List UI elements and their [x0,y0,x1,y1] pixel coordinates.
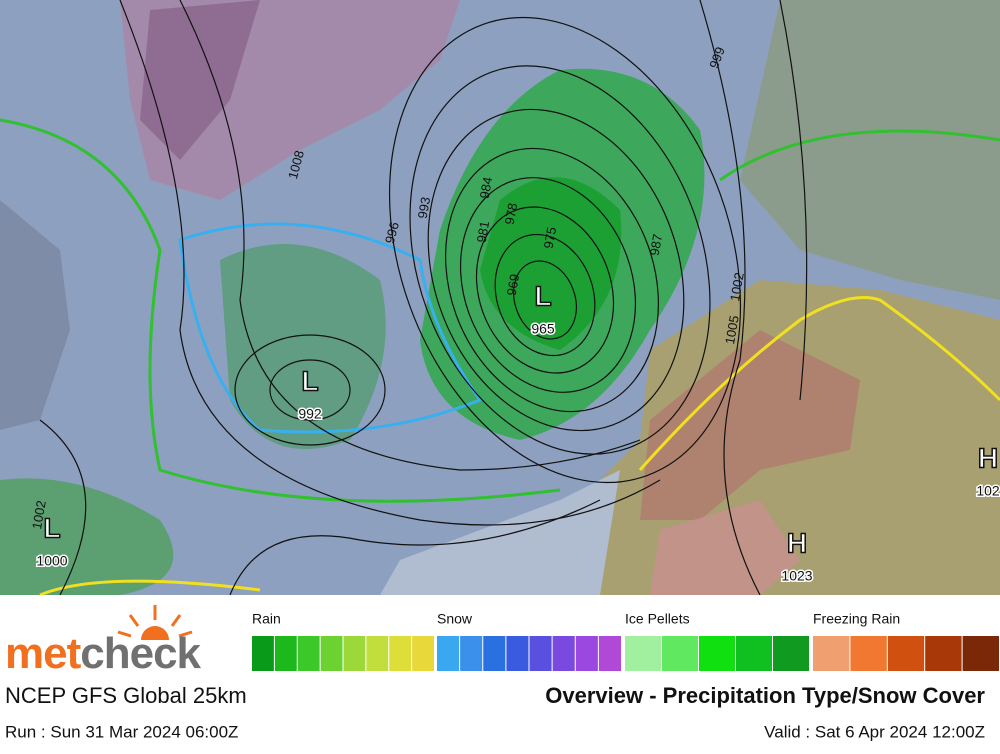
legend-swatch [575,636,598,671]
atlantic-light [380,470,620,595]
legend-swatch [506,636,529,671]
pressure-symbol: H [978,442,998,473]
pressure-value: 102 [976,483,1000,499]
isobar-label: 1002 [727,271,747,302]
legend-swatch [736,636,772,671]
pressure-symbol: L [301,365,318,396]
model-name: NCEP GFS Global 25km [5,683,247,708]
legend-swatch [662,636,698,671]
snow-line [178,222,483,434]
logo: metcheck [5,605,203,678]
pressure-value: 965 [531,321,555,337]
legend-swatch [343,636,366,671]
isobar-label: 1002 [29,499,49,530]
isobar-label: 978 [502,202,521,226]
brand-part: met [5,629,82,678]
isobars [39,0,808,595]
brand: metcheck [5,629,202,678]
legend-label: Ice Pellets [625,611,690,627]
legend-swatch [962,636,999,671]
isobar-label: 984 [477,176,496,200]
legend-label: Rain [252,611,281,627]
scandinavia [740,0,1000,300]
legend-swatch [887,636,925,671]
brand-part: check [80,629,201,678]
pressure-value: 1023 [781,568,812,584]
legend-swatch [625,636,661,671]
isobar-label: 987 [647,233,666,257]
legend-swatch [437,636,460,671]
run-time: Run : Sun 31 Mar 2024 06:00Z [5,722,238,741]
rain-area [220,244,386,449]
legend-swatch [699,636,735,671]
legend-label: Freezing Rain [813,611,900,627]
isobar-label: 969 [504,273,523,297]
isobar-label: 999 [706,45,728,71]
isobar-label: 975 [541,226,560,250]
legend-label: Snow [437,611,473,627]
legend-swatch [252,636,274,671]
legend: Rain Snow Ice Pellets Freezing Rain [252,611,999,671]
legend-swatch [552,636,575,671]
isobar-label: 1008 [285,149,307,181]
legend-swatch [274,636,297,671]
legend-swatch [389,636,412,671]
pressure-symbol: L [43,512,60,543]
pressure-symbol: L [534,280,551,311]
pressure-symbol: H [787,527,807,558]
valid-time: Valid : Sat 6 Apr 2024 12:00Z [764,722,985,741]
legend-swatch [529,636,552,671]
legend-swatch [320,636,343,671]
legend-swatch [925,636,962,671]
legend-swatch [773,636,809,671]
legend-swatch [366,636,389,671]
legend-swatch [412,636,434,671]
map: L 965 L 992 L 1000 H 1023 H 102 1008 996 993 984 981 97… [0,0,1000,595]
greenland-ice [140,0,260,160]
warm-land [640,330,860,520]
pressure-value: 1000 [36,553,67,569]
freezing-line [39,296,1000,595]
rain-area [0,478,174,595]
isobar-label: 993 [415,196,434,220]
zero-line [0,118,1000,503]
iberia-warm [650,500,800,595]
legend-swatch [850,636,887,671]
pressure-value: 992 [298,406,322,422]
legend-swatch [813,636,850,671]
isobar-label: 1005 [722,314,742,345]
legend-swatch [483,636,506,671]
chart-title: Overview - Precipitation Type/Snow Cover [545,683,985,708]
canada [0,200,70,430]
legend-swatch [297,636,320,671]
isobar-label: 981 [474,220,493,244]
legend-swatch [460,636,483,671]
legend-swatch [598,636,621,671]
isobar-label: 996 [382,220,402,245]
